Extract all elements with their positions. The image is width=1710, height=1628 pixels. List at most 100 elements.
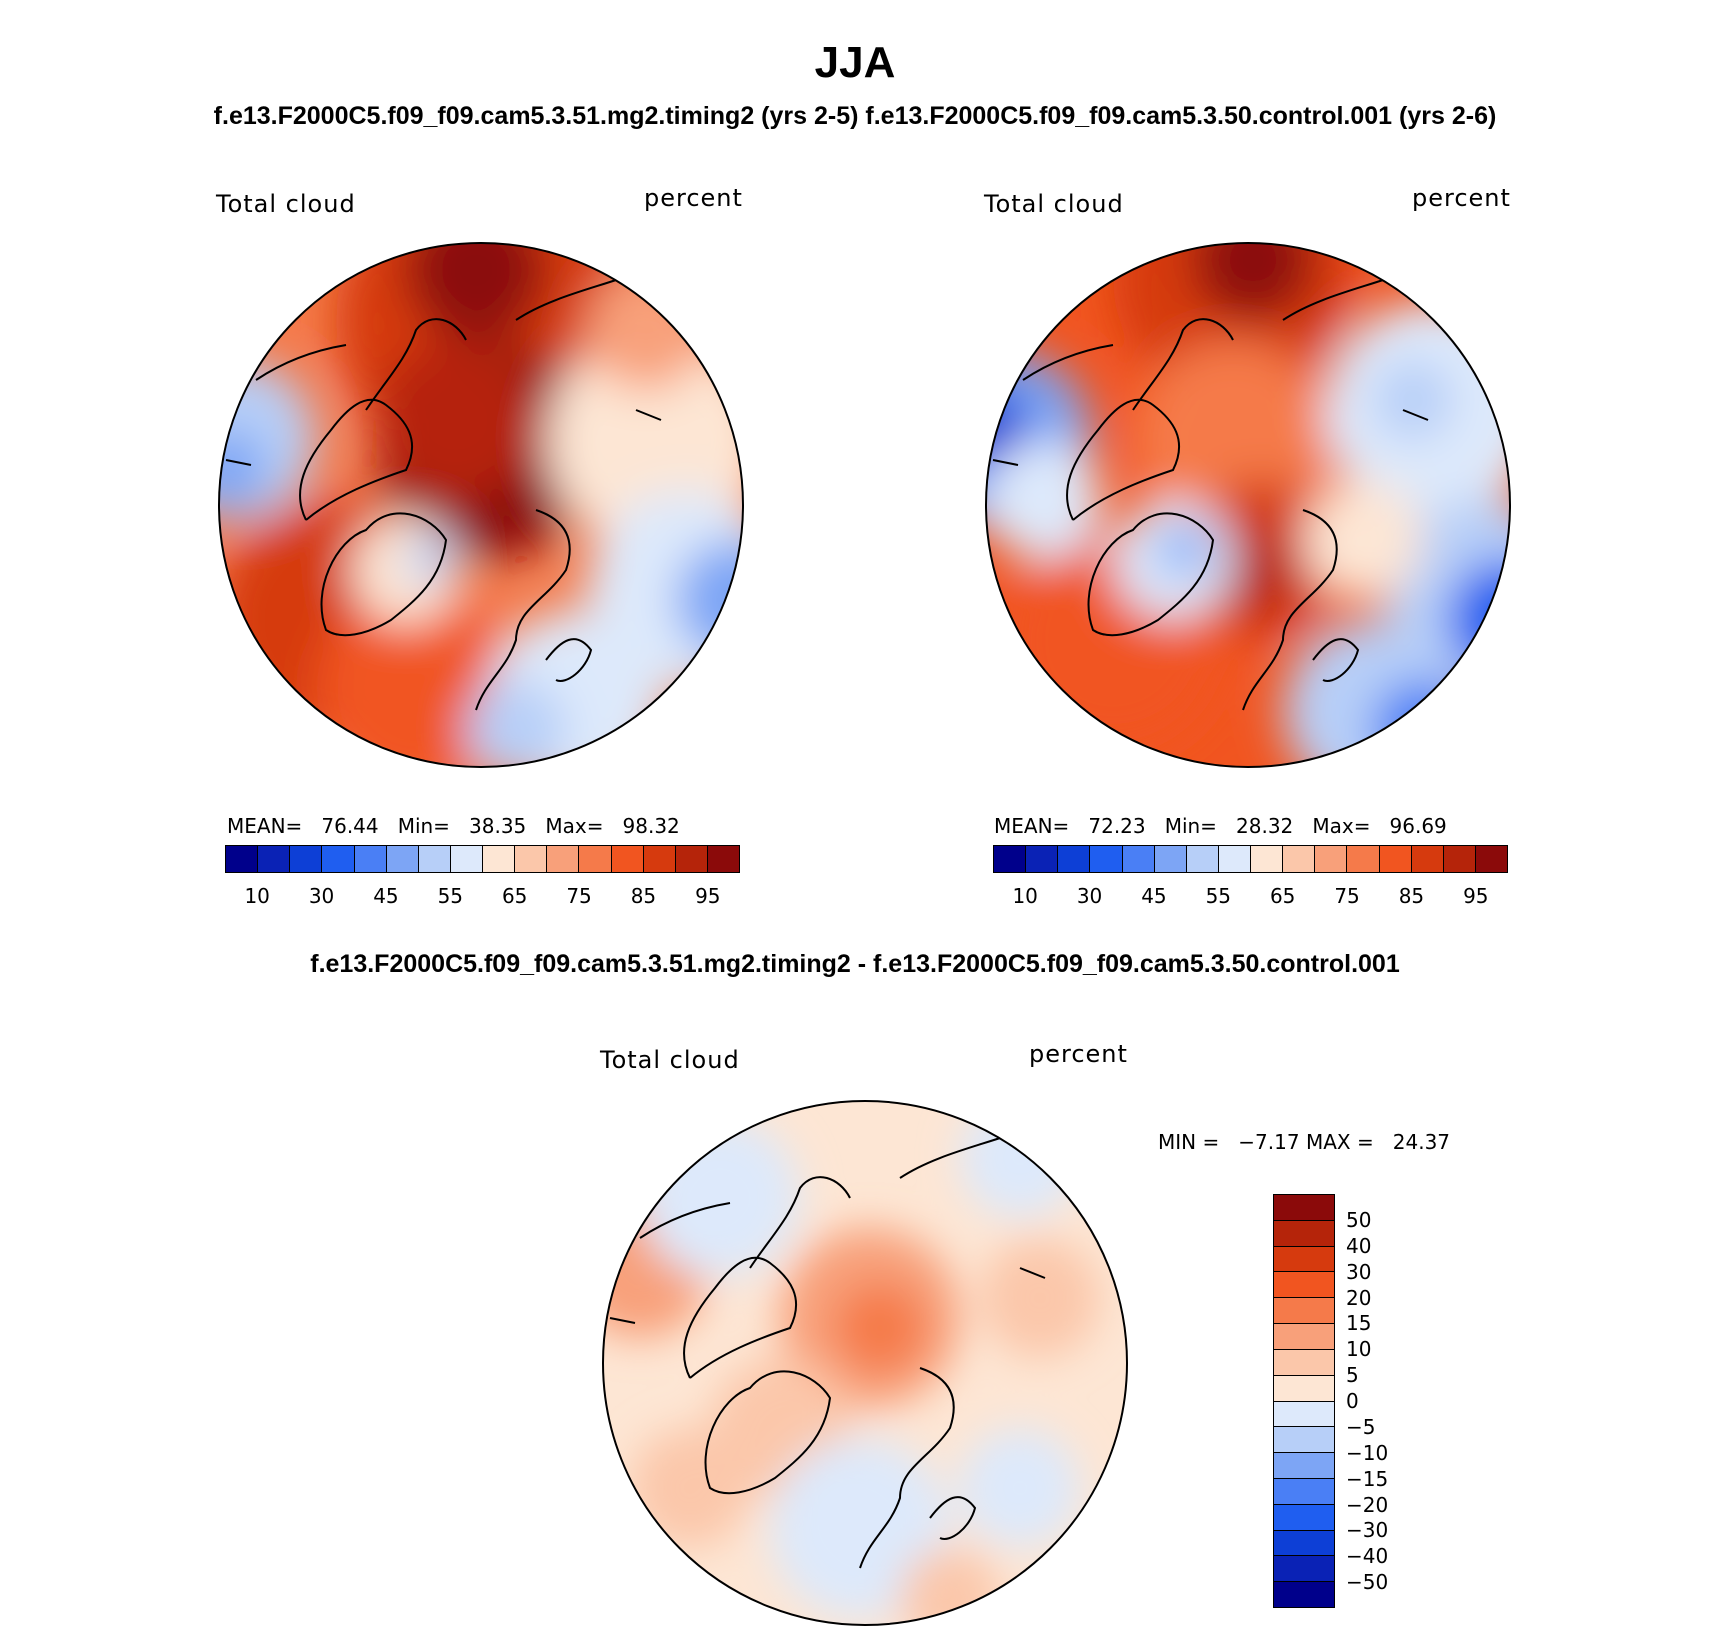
panel2-colorbar-ticks: 10 30 45 55 65 75 85 95 xyxy=(993,884,1508,908)
colorbar-swatch xyxy=(1347,846,1380,872)
colorbar-tick-label: 95 xyxy=(695,884,721,908)
colorbar-swatch xyxy=(1274,1246,1334,1273)
panel1-polar-map xyxy=(218,242,744,768)
colorbar-swatch xyxy=(1274,1349,1334,1376)
colorbar-tick-label: −5 xyxy=(1346,1414,1376,1439)
colorbar-swatch xyxy=(226,846,259,872)
diff-units-label: percent xyxy=(1029,1040,1128,1068)
colorbar-swatch xyxy=(1058,846,1091,872)
panel2-polar-map xyxy=(985,242,1511,768)
colorbar-tick-label: −40 xyxy=(1346,1544,1389,1569)
colorbar-swatch xyxy=(994,846,1027,872)
colorbar-swatch xyxy=(1274,1220,1334,1247)
difference-polar-map xyxy=(602,1100,1128,1626)
colorbar-tick-label: 95 xyxy=(1463,884,1489,908)
colorbar-swatch xyxy=(1274,1582,1334,1607)
difference-colorbar xyxy=(1273,1194,1335,1608)
diff-minmax: MIN = −7.17 MAX = 24.37 xyxy=(1158,1130,1451,1154)
colorbar-swatch xyxy=(1274,1427,1334,1454)
colorbar-swatch xyxy=(1443,846,1476,872)
panel2-units-label: percent xyxy=(1412,184,1511,212)
colorbar-swatch xyxy=(1274,1375,1334,1402)
panel1-variable-label: Total cloud xyxy=(216,190,356,218)
colorbar-swatch xyxy=(1090,846,1123,872)
colorbar-swatch xyxy=(1218,846,1251,872)
panel2-colorbar xyxy=(993,845,1508,873)
colorbar-tick-label: 30 xyxy=(308,884,335,908)
colorbar-tick-label: 65 xyxy=(501,884,528,908)
panel2-stats: MEAN= 72.23 Min= 28.32 Max= 96.69 xyxy=(994,814,1447,838)
colorbar-swatch xyxy=(1274,1195,1334,1221)
colorbar-tick-label: 75 xyxy=(1334,884,1360,908)
diff-variable-label: Total cloud xyxy=(600,1046,740,1074)
colorbar-swatch xyxy=(515,846,548,872)
colorbar-tick-label: 45 xyxy=(1141,884,1167,908)
colorbar-swatch xyxy=(1274,1453,1334,1479)
colorbar-swatch xyxy=(643,846,676,872)
difference-colorbar-ticks: 50 40 30 20 15 10 5 0 −5 −10 −15 −20 −30 −40 −50 xyxy=(1346,1194,1426,1608)
colorbar-swatch xyxy=(707,846,739,872)
colorbar-swatch xyxy=(611,846,644,872)
colorbar-tick-label: 75 xyxy=(566,884,592,908)
colorbar-tick-label: 85 xyxy=(630,884,657,908)
colorbar-tick-label: −10 xyxy=(1346,1440,1389,1465)
panel1-units-label: percent xyxy=(644,184,743,212)
colorbar-tick-label: −50 xyxy=(1346,1570,1389,1595)
colorbar-swatch xyxy=(1283,846,1316,872)
colorbar-swatch xyxy=(1274,1478,1334,1505)
colorbar-tick-label: 55 xyxy=(437,884,464,908)
panel2-variable-label: Total cloud xyxy=(984,190,1124,218)
colorbar-swatch xyxy=(322,846,355,872)
colorbar-swatch xyxy=(483,846,516,872)
colorbar-tick-label: 15 xyxy=(1346,1311,1372,1336)
colorbar-swatch xyxy=(1274,1504,1334,1531)
colorbar-swatch xyxy=(1379,846,1412,872)
top-subtitle: f.e13.F2000C5.f09_f09.cam5.3.51.mg2.timi… xyxy=(213,102,1497,130)
panel1-stats: MEAN= 76.44 Min= 38.35 Max= 98.32 xyxy=(227,814,680,838)
colorbar-tick-label: 85 xyxy=(1398,884,1425,908)
colorbar-tick-label: −30 xyxy=(1346,1518,1389,1543)
colorbar-tick-label: 30 xyxy=(1076,884,1103,908)
colorbar-tick-label: 10 xyxy=(1346,1337,1372,1362)
panel1-colorbar xyxy=(225,845,740,873)
colorbar-swatch xyxy=(386,846,419,872)
colorbar-swatch xyxy=(675,846,708,872)
colorbar-swatch xyxy=(1475,846,1507,872)
colorbar-swatch xyxy=(1122,846,1155,872)
colorbar-swatch xyxy=(290,846,323,872)
difference-subtitle: f.e13.F2000C5.f09_f09.cam5.3.51.mg2.timi… xyxy=(310,950,1400,978)
colorbar-swatch xyxy=(1274,1272,1334,1299)
colorbar-tick-label: 40 xyxy=(1346,1233,1372,1258)
colorbar-swatch xyxy=(1411,846,1444,872)
colorbar-tick-label: 30 xyxy=(1346,1259,1372,1284)
colorbar-swatch xyxy=(1274,1556,1334,1583)
colorbar-swatch xyxy=(1274,1401,1334,1428)
colorbar-tick-label: 45 xyxy=(373,884,399,908)
colorbar-swatch xyxy=(579,846,612,872)
colorbar-tick-label: 20 xyxy=(1346,1285,1372,1310)
colorbar-swatch xyxy=(1274,1324,1334,1350)
colorbar-swatch xyxy=(1274,1530,1334,1557)
colorbar-swatch xyxy=(1186,846,1219,872)
colorbar-tick-label: 65 xyxy=(1269,884,1296,908)
colorbar-tick-label: 5 xyxy=(1346,1363,1359,1388)
colorbar-swatch xyxy=(258,846,291,872)
colorbar-swatch xyxy=(418,846,451,872)
colorbar-swatch xyxy=(354,846,387,872)
panel1-colorbar-ticks: 10 30 45 55 65 75 85 95 xyxy=(225,884,740,908)
colorbar-tick-label: 50 xyxy=(1346,1207,1372,1232)
figure-title: JJA xyxy=(814,38,896,87)
colorbar-tick-label: 10 xyxy=(1012,884,1038,908)
colorbar-swatch xyxy=(1274,1298,1334,1325)
colorbar-tick-label: −20 xyxy=(1346,1492,1389,1517)
colorbar-swatch xyxy=(1315,846,1348,872)
colorbar-tick-label: −15 xyxy=(1346,1466,1389,1491)
colorbar-swatch xyxy=(547,846,580,872)
colorbar-tick-label: 0 xyxy=(1346,1389,1359,1413)
colorbar-tick-label: 10 xyxy=(244,884,270,908)
colorbar-swatch xyxy=(1026,846,1059,872)
colorbar-tick-label: 55 xyxy=(1205,884,1232,908)
colorbar-swatch xyxy=(1154,846,1187,872)
colorbar-swatch xyxy=(1251,846,1284,872)
colorbar-swatch xyxy=(450,846,483,872)
